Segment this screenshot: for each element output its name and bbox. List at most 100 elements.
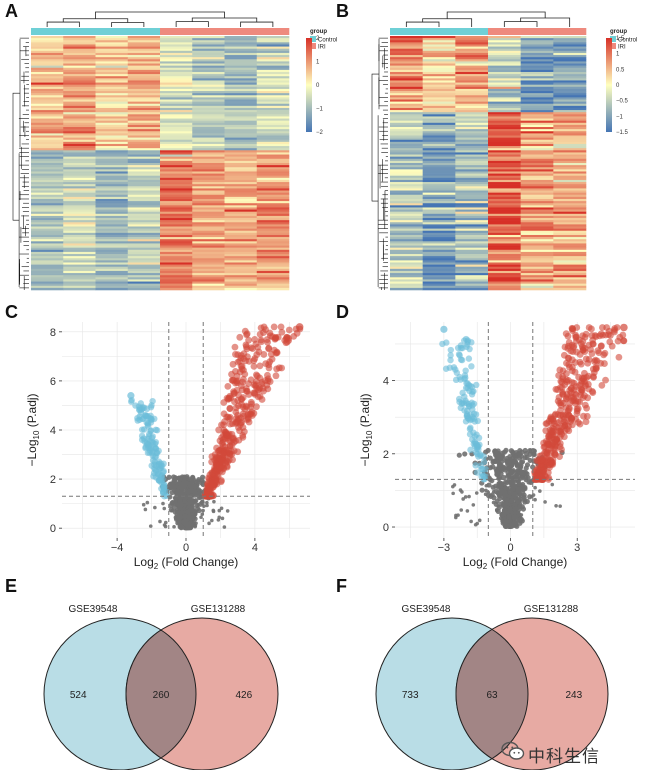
heatmap-cell — [455, 110, 489, 113]
heatmap-cell — [390, 101, 423, 105]
heatmap-cell — [488, 207, 521, 210]
heatmap-cell — [63, 71, 96, 75]
heatmap-cell — [488, 287, 521, 291]
heatmap-cell — [422, 273, 456, 276]
heatmap-cell — [390, 52, 423, 56]
point-up-regulated — [228, 450, 236, 458]
heatmap-cell — [553, 279, 587, 282]
heatmap-cell — [95, 196, 129, 200]
heatmap-cell — [127, 169, 161, 172]
heatmap-cell — [256, 154, 290, 157]
heatmap-cell — [488, 264, 521, 268]
group-annotation-cell — [455, 28, 489, 35]
heatmap-cell — [192, 112, 225, 115]
heatmap-cell — [256, 173, 290, 176]
point-up-regulated — [554, 386, 561, 393]
legend-swatch — [310, 43, 316, 49]
heatmap-cell — [520, 78, 554, 81]
point-up-regulated — [577, 340, 585, 348]
heatmap-cell — [256, 262, 290, 265]
heatmap-cell — [553, 275, 587, 278]
heatmap-cell — [553, 287, 587, 291]
heatmap-cell — [520, 57, 554, 60]
point-up-regulated — [588, 387, 596, 395]
point-up-regulated — [578, 387, 586, 394]
heatmap-cell — [256, 139, 290, 143]
heatmap-cell — [160, 281, 193, 284]
heatmap-cell — [224, 93, 258, 96]
heatmap-cell — [63, 156, 96, 160]
heatmap-cell — [192, 118, 225, 121]
heatmap-cell — [520, 101, 554, 105]
heatmap-cell — [488, 194, 521, 198]
heatmap-cell — [192, 160, 225, 164]
heatmap-cell — [224, 222, 258, 225]
heatmap-cell — [422, 194, 456, 198]
point-down-regulated — [148, 449, 156, 457]
heatmap-cell — [390, 165, 423, 168]
heatmap-cell — [455, 124, 489, 128]
heatmap-cell — [31, 256, 64, 259]
y-tick-label: 0 — [383, 522, 389, 534]
dendrogram-root — [95, 11, 225, 19]
heatmap-cell — [63, 251, 96, 255]
heatmap-cell — [455, 122, 489, 126]
heatmap-cell — [390, 173, 423, 176]
heatmap-cell — [192, 38, 225, 41]
heatmap-cell — [390, 213, 423, 217]
heatmap-cell — [31, 175, 64, 179]
heatmap-cell — [553, 239, 587, 242]
heatmap-cell — [127, 192, 161, 196]
heatmap-cell — [63, 273, 96, 276]
heatmap-cell — [95, 209, 129, 212]
heatmap-cell — [488, 254, 521, 257]
heatmap-cell — [256, 36, 290, 39]
heatmap-cell — [63, 139, 96, 143]
heatmap-cell — [422, 40, 456, 43]
heatmap-cell — [553, 38, 587, 41]
heatmap-cell — [160, 239, 193, 242]
point-up-regulated — [547, 415, 554, 422]
heatmap-cell — [160, 169, 193, 172]
heatmap-cell — [127, 211, 161, 215]
heatmap-cell — [192, 179, 225, 183]
heatmap-cell — [256, 88, 290, 92]
heatmap-cell — [192, 103, 225, 107]
heatmap-cell — [520, 158, 554, 162]
heatmap-cell — [160, 156, 193, 160]
heatmap-cell — [31, 226, 64, 229]
heatmap-cell — [422, 44, 456, 47]
heatmap-cell — [422, 277, 456, 280]
heatmap-cell — [553, 158, 587, 162]
heatmap-cell — [390, 203, 423, 206]
heatmap-cell — [127, 74, 161, 77]
heatmap-cell — [63, 211, 96, 215]
heatmap-cell — [390, 226, 423, 229]
heatmap-cell — [520, 95, 554, 98]
heatmap-cell — [224, 116, 258, 119]
heatmap-cell — [390, 230, 423, 234]
group-annotation-cell — [390, 28, 423, 35]
point-not-significant — [490, 484, 496, 490]
heatmap-cell — [520, 287, 554, 291]
heatmap-cell — [488, 201, 521, 204]
heatmap-cell — [95, 194, 129, 198]
heatmap-cell — [455, 266, 489, 270]
heatmap-cell — [455, 105, 489, 109]
point-up-regulated — [587, 346, 594, 353]
heatmap-cell — [390, 61, 423, 64]
heatmap-cell — [224, 188, 258, 191]
heatmap-cell — [224, 150, 258, 153]
heatmap-cell — [224, 86, 258, 90]
heatmap-cell — [31, 203, 64, 206]
heatmap-cell — [63, 127, 96, 130]
point-down-regulated — [142, 413, 150, 420]
point-up-regulated — [255, 386, 263, 393]
heatmap-cell — [224, 182, 258, 185]
heatmap-cell — [488, 279, 521, 282]
heatmap-cell — [192, 201, 225, 204]
heatmap-cell — [455, 133, 489, 136]
heatmap-cell — [390, 36, 423, 39]
